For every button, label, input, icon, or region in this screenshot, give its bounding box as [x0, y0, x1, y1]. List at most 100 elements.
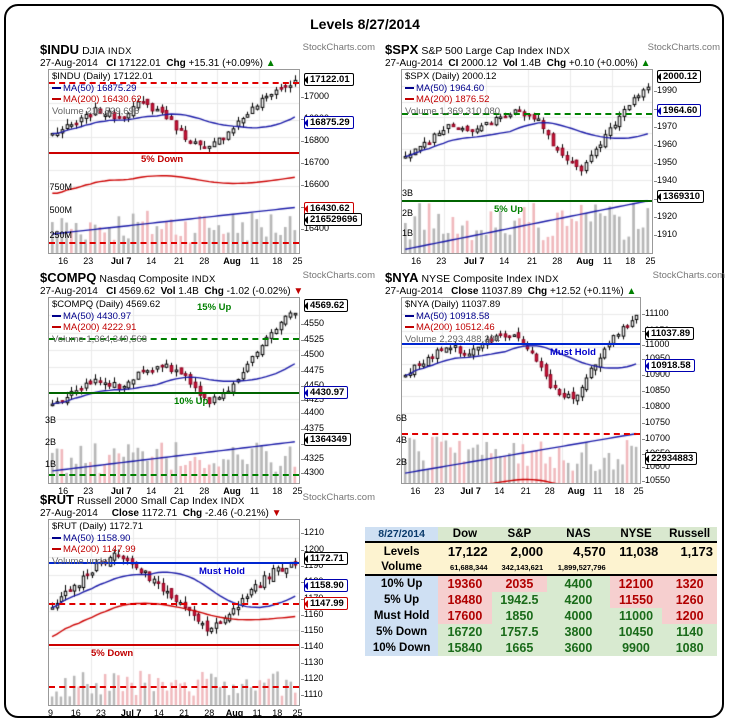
chart-type: INDX [546, 46, 571, 57]
date-axis-nya: 16 23 Jul 7 14 21 28 Aug 11 18 25 [410, 486, 644, 496]
price-axis-spx: 1990 1980 1970 1960 1950 1940 1930 1920 … [653, 85, 678, 239]
level-line-10up [49, 392, 299, 394]
quote-chg-value: +0.10 (+0.00%) [568, 58, 638, 69]
table-level-cell: 17,122 [438, 542, 492, 560]
table-value-cell: 1942.5 [491, 592, 548, 608]
table-col-header: NYSE [609, 527, 663, 543]
level-line-must-hold [49, 562, 299, 564]
table-levels-row: Levels 17,122 2,000 4,570 11,038 1,173 [365, 542, 717, 560]
level-line-5down [49, 152, 299, 154]
quote-date: 27-Aug-2014 [40, 286, 98, 297]
date-axis-spx: 16 23 Jul 7 14 21 28 Aug 11 18 25 [411, 256, 656, 266]
quote-chg-label: Chg [182, 508, 203, 519]
quote-stat-label: Close [111, 508, 139, 519]
annotation-must-hold: Must Hold [550, 347, 596, 358]
level-line-5down [402, 433, 640, 435]
price-canvas-spx [402, 70, 652, 253]
quote-stat-value: 2000.12 [461, 58, 498, 69]
level-line-5up [49, 474, 299, 476]
table-volume-cell: 1,899,527,796 [547, 560, 610, 576]
annotation-must-hold: Must Hold [199, 566, 245, 577]
level-line-5up [402, 200, 652, 202]
table-volume-row: Volume 61,688,344 342,143,621 1,899,527,796 [365, 560, 717, 576]
legend-ma200: MA(200) 10512.46 [405, 322, 500, 334]
quote-vol-label: Vol [160, 286, 176, 297]
table-value-cell: 11550 [609, 592, 663, 608]
table-row: 5% Down 16720 1757.5 3800 10450 1140 [365, 624, 717, 640]
table-level-cell: 4,570 [547, 542, 610, 560]
price-tag-spx: 2000.12 [657, 70, 702, 83]
table-value-cell: 9900 [609, 640, 663, 656]
chart-legend-indu: $INDU (Daily) 17122.01 MA(50) 16875.29 M… [52, 71, 153, 117]
table-value-cell: 1850 [491, 608, 548, 624]
chart-header-rut: StockCharts.com $RUT Russell 2000 Small … [40, 492, 375, 507]
level-line-must-hold [402, 343, 640, 345]
stockcharts-credit: StockCharts.com [652, 270, 725, 281]
chart-panel-indu: StockCharts.com $INDU DJIA INDX 27-Aug-2… [40, 42, 375, 266]
levels-table: 8/27/2014 Dow S&P NAS NYSE Russell Levels 17,12… [365, 527, 717, 656]
chart-symbol: $NYA [385, 270, 419, 285]
annotation-5-down: 5% Down [141, 154, 184, 165]
quote-date: 27-Aug-2014 [385, 58, 443, 69]
level-line-15up [49, 338, 299, 340]
quote-vol-label: Vol [502, 58, 518, 69]
level-line-upper-dash [49, 603, 299, 605]
chg-up-arrow: ▲ [640, 58, 651, 69]
chart-name: NYSE Composite Index [421, 273, 532, 285]
plot-area-rut: $RUT (Daily) 1172.71 MA(50) 1158.90 MA(2… [48, 519, 300, 706]
volume-tag-compq: 1364349 [304, 433, 351, 446]
chart-name: Nasdaq Composite [99, 273, 189, 285]
chart-legend-rut: $RUT (Daily) 1172.71 MA(50) 1158.90 MA(2… [52, 521, 143, 567]
quote-chg-label: Chg [527, 286, 548, 297]
date-axis-compq: 16 23 Jul 7 14 21 28 Aug 11 18 25 [58, 486, 303, 496]
price-tag-compq: 4569.62 [304, 299, 349, 312]
annotation-10-up: 10% Up [174, 396, 209, 407]
price-canvas-nya [402, 298, 640, 483]
chart-quote-indu: 27-Aug-2014 CI 17122.01 Chg +15.31 (+0.0… [40, 58, 375, 69]
ma50-tag-indu: 16875.29 [304, 116, 354, 129]
plot-area-compq: $COMPQ (Daily) 4569.62 MA(50) 4430.97 MA… [48, 297, 300, 484]
chart-panel-rut: StockCharts.com $RUT Russell 2000 Small … [40, 492, 375, 718]
table-row-label: 5% Up [365, 592, 439, 608]
legend-ma50: MA(50) 16875.29 [52, 83, 153, 95]
stockcharts-credit: StockCharts.com [302, 42, 375, 53]
chart-name: DJIA [82, 45, 105, 57]
legend-ma200: MA(200) 1147.99 [52, 544, 143, 556]
chart-symbol: $INDU [40, 42, 80, 57]
chg-down-arrow: ▼ [293, 286, 304, 297]
chart-quote-spx: 27-Aug-2014 CI 2000.12 Vol 1.4B Chg +0.1… [385, 58, 720, 69]
chart-header-compq: StockCharts.com $COMPQ Nasdaq Composite … [40, 270, 375, 285]
chart-header-spx: StockCharts.com $SPX S&P 500 Large Cap I… [385, 42, 720, 57]
quote-stat-value: 11037.89 [481, 286, 523, 297]
table-row-label: Levels [365, 542, 439, 560]
quote-stat-label: CI [448, 58, 459, 69]
table-volume-cell [609, 560, 663, 576]
volume-tag-spx: 1369310 [656, 190, 704, 203]
ma200-tag-rut: 1147.99 [304, 597, 348, 610]
chart-symbol: $COMPQ [40, 270, 97, 285]
chg-up-arrow: ▲ [265, 58, 276, 69]
quote-date: 27-Aug-2014 [40, 508, 98, 519]
table-row-label: Must Hold [365, 608, 439, 624]
table-value-cell: 4400 [547, 575, 610, 592]
legend-price: $SPX (Daily) 2000.12 [405, 71, 497, 82]
table-volume-cell [662, 560, 717, 576]
table-volume-cell: 342,143,621 [491, 560, 548, 576]
legend-ma50: MA(50) 10918.58 [405, 311, 500, 323]
legend-price: $COMPQ (Daily) 4569.62 [52, 299, 161, 310]
legend-volume: Volume 216,529,696 [52, 105, 140, 117]
quote-date: 27-Aug-2014 [385, 286, 443, 297]
quote-stat-value: 4569.62 [118, 286, 156, 297]
annotation-5-down: 5% Down [91, 648, 134, 659]
table-value-cell: 3800 [547, 624, 610, 640]
price-canvas-indu [49, 70, 299, 253]
chart-panel-spx: StockCharts.com $SPX S&P 500 Large Cap I… [385, 42, 720, 266]
chart-legend-compq: $COMPQ (Daily) 4569.62 MA(50) 4430.97 MA… [52, 299, 160, 345]
legend-ma200: MA(200) 4222.91 [52, 322, 160, 334]
page-title: Levels 8/27/2014 [310, 16, 420, 32]
chart-symbol: $RUT [40, 492, 74, 507]
table-col-header: NAS [547, 527, 610, 543]
ma50-tag-rut: 1158.90 [304, 579, 348, 592]
price-tag-rut: 1172.71 [304, 552, 348, 565]
price-axis-rut: 1210 1200 1190 1180 1170 1160 1150 1140 … [300, 527, 325, 699]
